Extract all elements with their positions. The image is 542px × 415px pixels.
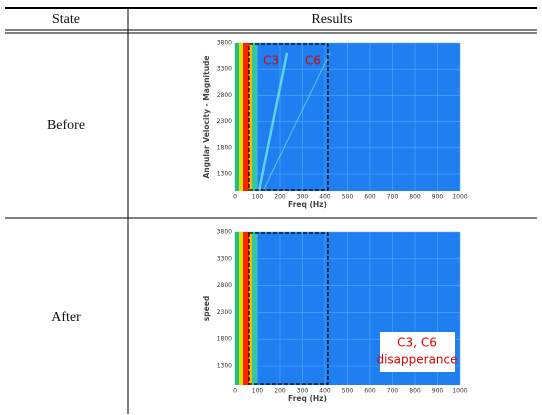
x-tick-label: 0 bbox=[233, 388, 237, 395]
x-tick-label: 0 bbox=[233, 194, 237, 201]
x-tick-label: 500 bbox=[342, 194, 354, 201]
x-tick-label: 200 bbox=[274, 388, 286, 395]
x-tick-label: 1000 bbox=[452, 194, 467, 201]
heat-stripe bbox=[252, 43, 257, 191]
heat-stripe bbox=[249, 43, 252, 191]
x-tick-label: 200 bbox=[274, 194, 286, 201]
x-axis-label: Freq (Hz) bbox=[288, 200, 327, 209]
y-tick-label: 3300 bbox=[217, 66, 232, 73]
annotation-box bbox=[380, 332, 455, 372]
y-tick-label: 3800 bbox=[217, 40, 232, 47]
dashed-region bbox=[248, 43, 329, 191]
x-tick-label: 400 bbox=[319, 388, 331, 395]
x-tick-label: 800 bbox=[409, 388, 421, 395]
dashed-region bbox=[248, 232, 329, 385]
heat-stripe bbox=[235, 232, 239, 385]
heat-stripe bbox=[239, 43, 243, 191]
x-tick-label: 100 bbox=[252, 388, 264, 395]
x-tick-label: 600 bbox=[364, 194, 376, 201]
x-tick-label: 700 bbox=[387, 194, 399, 201]
heat-stripe bbox=[252, 232, 257, 385]
y-tick-label: 2300 bbox=[217, 309, 232, 316]
x-tick-label: 300 bbox=[297, 194, 309, 201]
x-tick-label: 100 bbox=[252, 194, 264, 201]
y-tick-label: 2300 bbox=[217, 118, 232, 125]
annotation: C6 bbox=[305, 54, 321, 68]
x-tick-label: 600 bbox=[364, 388, 376, 395]
y-tick-label: 1800 bbox=[217, 144, 232, 151]
heat-stripe bbox=[249, 232, 252, 385]
heat-stripe bbox=[243, 232, 249, 385]
y-tick-label: 1800 bbox=[217, 336, 232, 343]
x-tick-label: 900 bbox=[432, 194, 444, 201]
x-tick-label: 400 bbox=[319, 194, 331, 201]
state-cell: Before bbox=[47, 118, 85, 133]
y-tick-label: 1300 bbox=[217, 363, 232, 370]
heat-stripe bbox=[239, 232, 243, 385]
y-tick-label: 2800 bbox=[217, 282, 232, 289]
annotation: C3, C6 bbox=[397, 336, 437, 350]
annotation: C3 bbox=[263, 54, 279, 68]
harmonic bbox=[262, 52, 331, 192]
y-tick-label: 1300 bbox=[217, 171, 232, 178]
heat-stripe bbox=[235, 43, 239, 191]
x-axis-label: Freq (Hz) bbox=[288, 394, 327, 403]
y-tick-label: 2800 bbox=[217, 92, 232, 99]
x-tick-label: 800 bbox=[409, 194, 421, 201]
header-cell: State bbox=[52, 12, 80, 27]
x-tick-label: 900 bbox=[432, 388, 444, 395]
harmonic bbox=[257, 52, 289, 192]
y-tick-label: 3300 bbox=[217, 255, 232, 262]
y-axis-label: speed bbox=[202, 296, 211, 321]
y-axis-label: Angular Velocity - Magnitude bbox=[202, 55, 211, 178]
y-tick-label: 3800 bbox=[217, 229, 232, 236]
heat-stripe bbox=[243, 43, 249, 191]
x-tick-label: 1000 bbox=[452, 388, 467, 395]
annotation: disapperance bbox=[376, 353, 457, 367]
x-tick-label: 700 bbox=[387, 388, 399, 395]
header-cell: Results bbox=[311, 12, 352, 27]
x-tick-label: 300 bbox=[297, 388, 309, 395]
state-cell: After bbox=[51, 310, 81, 325]
x-tick-label: 500 bbox=[342, 388, 354, 395]
